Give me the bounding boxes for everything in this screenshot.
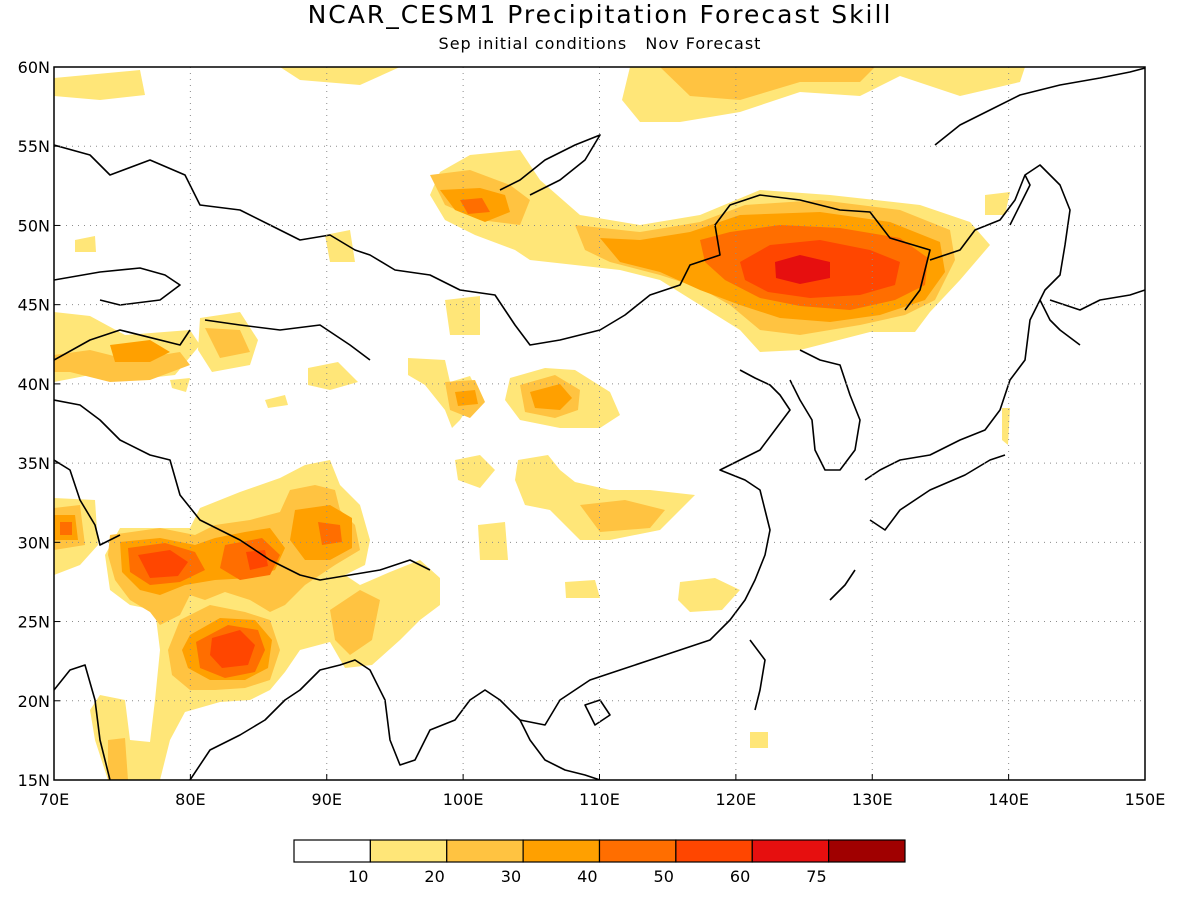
- colorbar-label: 20: [424, 867, 444, 886]
- y-tick-label: 30N: [18, 533, 50, 552]
- y-tick-label: 20N: [18, 692, 50, 711]
- y-tick-label: 15N: [18, 771, 50, 790]
- colorbar-label: 40: [577, 867, 597, 886]
- skill-level-60: [775, 255, 830, 284]
- chart-subtitle: Sep initial conditions Nov Forecast: [438, 34, 762, 53]
- x-tick-label: 70E: [39, 790, 69, 809]
- x-tick-label: 150E: [1125, 790, 1166, 809]
- colorbar-label: 30: [501, 867, 521, 886]
- skill-shading: [54, 67, 1025, 780]
- colorbar-swatch: [828, 839, 906, 863]
- x-tick-label: 130E: [852, 790, 893, 809]
- colorbar-swatch: [598, 839, 677, 863]
- x-tick-label: 90E: [312, 790, 342, 809]
- colorbar-swatch: [446, 839, 524, 863]
- colorbar: 10 20 30 40 50 60 75: [293, 839, 906, 886]
- colorbar-label: 60: [730, 867, 750, 886]
- colorbar-swatch: [369, 839, 448, 863]
- colorbar-swatch: [293, 839, 371, 863]
- y-tick-label: 25N: [18, 613, 50, 632]
- y-tick-label: 50N: [18, 216, 50, 235]
- y-tick-label: 35N: [18, 454, 50, 473]
- x-tick-label: 140E: [988, 790, 1029, 809]
- colorbar-swatch: [675, 839, 753, 863]
- x-axis-labels: 70E 80E 90E 100E 110E 120E 130E 140E 150E: [39, 774, 1166, 809]
- colorbar-label: 10: [348, 867, 368, 886]
- colorbar-swatch: [751, 839, 830, 863]
- coastlines: [54, 67, 1145, 780]
- colorbar-label: 75: [806, 867, 826, 886]
- y-tick-label: 40N: [18, 375, 50, 394]
- x-tick-label: 100E: [443, 790, 484, 809]
- x-tick-label: 80E: [175, 790, 205, 809]
- grid-lines: [54, 67, 1145, 780]
- x-tick-label: 120E: [716, 790, 757, 809]
- x-tick-label: 110E: [579, 790, 620, 809]
- colorbar-swatch: [522, 839, 601, 863]
- colorbar-label: 50: [654, 867, 674, 886]
- y-tick-label: 60N: [18, 58, 50, 77]
- chart-title: NCAR_CESM1 Precipitation Forecast Skill: [307, 0, 893, 29]
- y-tick-label: 45N: [18, 296, 50, 315]
- y-tick-label: 55N: [18, 137, 50, 156]
- y-axis-labels: 15N 20N 25N 30N 35N 40N 45N 50N 55N 60N: [18, 58, 60, 790]
